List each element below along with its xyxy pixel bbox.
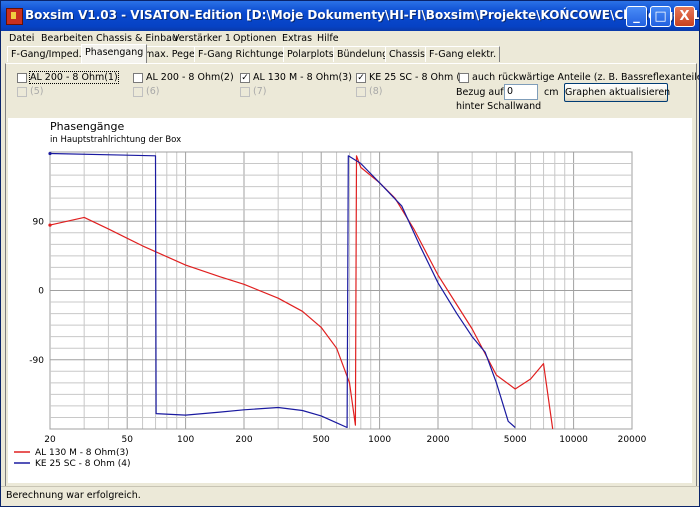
chassis-6-label: (6) [146, 86, 160, 97]
chassis-6-checkbox[interactable] [133, 87, 143, 97]
app-icon[interactable] [6, 8, 23, 25]
x-tick-label: 10000 [559, 435, 588, 445]
x-tick-label: 500 [313, 435, 330, 445]
chassis-7-checkbox[interactable] [240, 87, 250, 97]
maximize-button[interactable]: □ [650, 6, 671, 27]
status-text: Berechnung war erfolgreich. [6, 490, 141, 501]
bezug-input[interactable]: 0 [504, 84, 538, 100]
rear-components-checkbox[interactable] [459, 73, 469, 83]
menu-extras[interactable]: Extras [282, 33, 313, 44]
legend-label-1: AL 130 M - 8 Ohm(3) [35, 448, 129, 458]
tab-f-gang-richtungen[interactable]: F-Gang Richtungen [194, 46, 294, 62]
series-line-1 [49, 155, 554, 430]
chassis-1-label: AL 200 - 8 Ohm(1) [29, 71, 119, 84]
legend-label-2: KE 25 SC - 8 Ohm (4) [35, 459, 130, 469]
menu-chassis-einbau[interactable]: Chassis & Einbau [96, 33, 178, 44]
status-bar: Berechnung war erfolgreich. [1, 486, 699, 506]
chassis-8-label: (8) [369, 86, 383, 97]
menu-bearbeiten[interactable]: Bearbeiten [41, 33, 94, 44]
hinter-schallwand-label: hinter Schallwand [456, 101, 542, 112]
chassis-4-checkbox[interactable]: ✓ [356, 73, 366, 83]
series-point-2 [48, 151, 52, 156]
series-line-2 [49, 152, 516, 429]
chassis-4-label: KE 25 SC - 8 Ohm (4 [369, 72, 467, 83]
close-button[interactable]: X [674, 6, 695, 27]
y-tick-label: -90 [29, 356, 44, 366]
x-tick-label: 5000 [504, 435, 527, 445]
tab-buendelung[interactable]: Bündelung [333, 46, 393, 62]
chassis-5-checkbox[interactable] [17, 87, 27, 97]
x-tick-label: 2000 [427, 435, 450, 445]
chassis-8-checkbox[interactable] [356, 87, 366, 97]
tab-f-gang-imped[interactable]: F-Gang/Imped. [7, 46, 86, 62]
x-tick-label: 200 [235, 435, 252, 445]
phase-chart-svg: Phasengänge in Hauptstrahlrichtung der Bo… [14, 120, 647, 469]
menu-optionen[interactable]: Optionen [233, 33, 277, 44]
phasengang-panel: AL 200 - 8 Ohm(1) AL 200 - 8 Ohm(2) ✓ AL… [5, 63, 700, 487]
menu-datei[interactable]: Datei [9, 33, 35, 44]
bezug-label: Bezug auf [456, 87, 504, 98]
chart-subtitle: in Hauptstrahlrichtung der Box [50, 135, 181, 145]
series-point-1 [48, 223, 52, 227]
chassis-2-checkbox[interactable] [133, 73, 143, 83]
chassis-1-checkbox[interactable] [17, 73, 27, 83]
x-tick-label: 20 [44, 435, 56, 445]
tab-chassis[interactable]: Chassis [385, 46, 429, 62]
x-tick-label: 20000 [618, 435, 647, 445]
title-bar[interactable]: Boxsim V1.03 - VISATON-Edition [D:\Moje … [1, 1, 699, 31]
menu-bar: Datei Bearbeiten Chassis & Einbau Verstä… [1, 31, 699, 48]
tab-bar: F-Gang/Imped. Phasengang max. Pegel F-Ga… [5, 44, 695, 63]
update-graphs-button[interactable]: Graphen aktualisieren [564, 83, 670, 102]
chart-title: Phasengänge [50, 120, 124, 133]
chassis-3-label: AL 130 M - 8 Ohm(3) [253, 72, 352, 83]
minimize-button[interactable]: _ [626, 6, 647, 27]
tab-polarplots[interactable]: Polarplots [283, 46, 338, 62]
y-tick-label: 0 [38, 287, 44, 297]
tab-f-gang-elektr[interactable]: F-Gang elektr. [425, 46, 501, 62]
y-tick-label: 90 [33, 217, 45, 227]
chassis-3-checkbox[interactable]: ✓ [240, 73, 250, 83]
x-tick-label: 1000 [368, 435, 391, 445]
menu-verstaerker[interactable]: Verstärker 1 [173, 33, 231, 44]
chassis-5-label: (5) [30, 86, 44, 97]
window-title: Boxsim V1.03 - VISATON-Edition [D:\Moje … [25, 8, 700, 22]
chassis-2-label: AL 200 - 8 Ohm(2) [146, 72, 234, 83]
chassis-7-label: (7) [253, 86, 267, 97]
rear-components-label: auch rückwärtige Anteile (z. B. Bassrefl… [472, 72, 700, 83]
menu-hilfe[interactable]: Hilfe [317, 33, 339, 44]
unit-label: cm [544, 87, 559, 98]
x-tick-label: 50 [121, 435, 133, 445]
x-tick-label: 100 [177, 435, 194, 445]
tab-max-pegel[interactable]: max. Pegel [141, 46, 202, 62]
tab-phasengang[interactable]: Phasengang [81, 44, 148, 63]
phase-chart: Phasengänge in Hauptstrahlrichtung der Bo… [8, 118, 692, 483]
